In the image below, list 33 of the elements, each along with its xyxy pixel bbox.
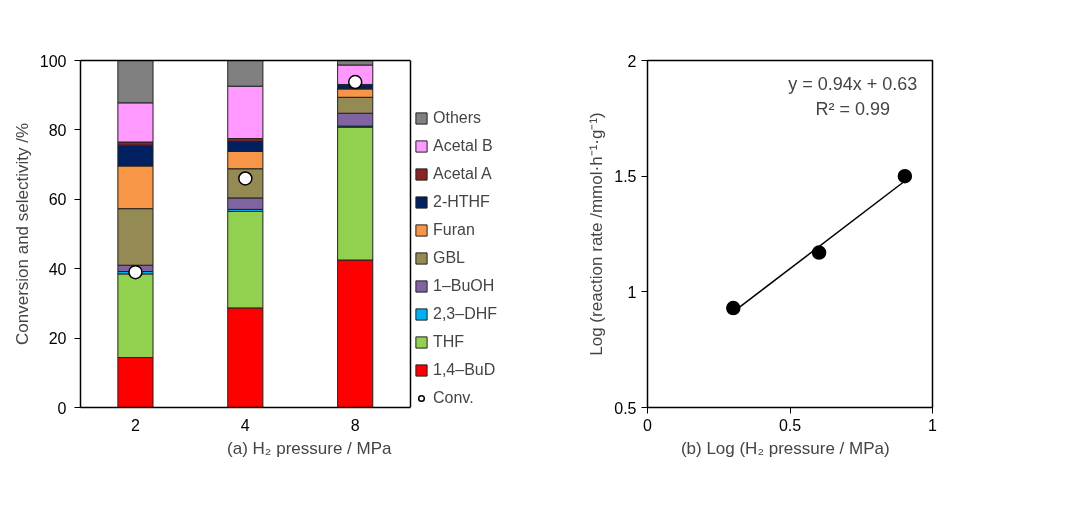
y-tick-label: 20 <box>48 330 67 348</box>
legend-label: Others <box>433 109 482 127</box>
x-tick-label: 8 <box>350 416 360 434</box>
x-tick-label: 2 <box>130 416 140 434</box>
legend-label: Acetal A <box>433 165 492 183</box>
annotation: y = 0.94x + 0.63 <box>788 73 918 94</box>
annotation: R² = 0.99 <box>815 99 890 120</box>
legend-label: 1–BuOH <box>433 277 495 295</box>
legend-label: THF <box>433 333 465 351</box>
y-tick-label: 60 <box>48 191 67 209</box>
y-tick-label: 2 <box>627 52 637 70</box>
y-tick-label: 40 <box>48 260 67 278</box>
x-axis-title: (a) H₂ pressure / MPa <box>227 438 392 458</box>
x-axis-title: (b) Log (H₂ pressure / MPa) <box>680 438 890 458</box>
y-tick-label: 0 <box>57 399 67 417</box>
legend-label: 2,3–DHF <box>433 305 498 323</box>
legend-label: GBL <box>433 249 466 267</box>
x-tick-label: 4 <box>240 416 250 434</box>
y-tick-label: 80 <box>48 121 67 139</box>
legend-label: Furan <box>433 221 475 239</box>
y-tick-label: 0.5 <box>614 399 637 417</box>
y-tick-label: 1.5 <box>614 168 637 186</box>
x-tick-label: 0.5 <box>778 416 802 434</box>
y-tick-label: 1 <box>627 283 637 301</box>
x-tick-label: 0 <box>643 416 653 434</box>
legend-label: Conv. <box>433 389 474 407</box>
legend-label: 1,4–BuD <box>433 361 496 379</box>
y-axis-title: Conversion and selectivity /% <box>12 122 32 346</box>
x-tick-label: 1 <box>928 416 938 434</box>
y-axis-title: Log (reaction rate /mmol·h⁻¹·g⁻¹) <box>587 112 607 356</box>
legend-label: Acetal B <box>433 137 493 155</box>
y-tick-label: 100 <box>39 52 67 70</box>
legend-label: 2-HTHF <box>433 193 490 211</box>
